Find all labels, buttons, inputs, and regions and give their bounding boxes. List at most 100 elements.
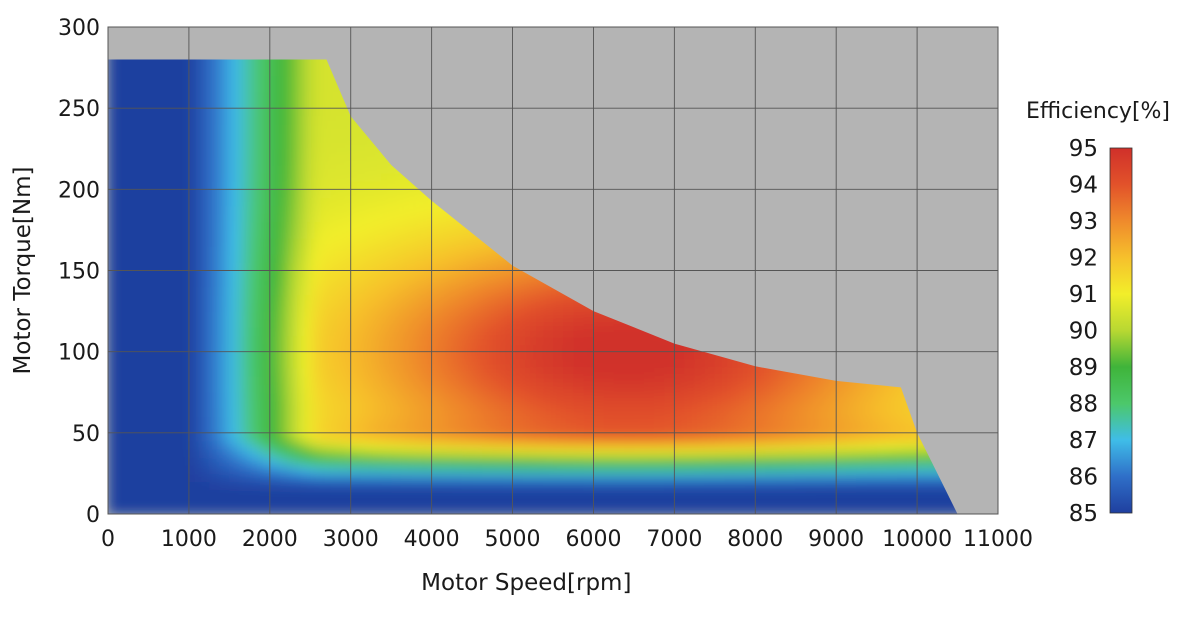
heatmap-cell: [340, 181, 352, 190]
heatmap-cell: [330, 140, 342, 150]
heatmap-cell: [907, 424, 918, 434]
heatmap-cell: [664, 351, 675, 361]
heatmap-cell: [795, 424, 807, 434]
heatmap-cell: [118, 505, 129, 514]
heatmap-cell: [229, 124, 241, 134]
heatmap-cell: [168, 165, 180, 174]
heatmap-cell: [482, 262, 493, 272]
heatmap-cell: [300, 286, 311, 296]
heatmap-cell: [381, 408, 392, 418]
heatmap-cell: [795, 384, 807, 393]
heatmap-cell: [472, 376, 483, 385]
heatmap-cell: [573, 327, 584, 336]
heatmap-cell: [411, 335, 423, 345]
heatmap-cell: [138, 246, 149, 255]
heatmap-cell: [371, 213, 382, 223]
heatmap-cell: [826, 408, 837, 418]
heatmap-cell: [279, 116, 291, 125]
heatmap-cell: [148, 221, 160, 231]
heatmap-cell: [290, 440, 301, 450]
heatmap-cell: [108, 351, 119, 361]
heatmap-cell: [381, 343, 392, 353]
heatmap-cell: [118, 254, 129, 263]
heatmap-cell: [199, 229, 210, 239]
heatmap-cell: [371, 254, 382, 263]
heatmap-cell: [745, 400, 756, 410]
heatmap-cell: [502, 432, 514, 442]
heatmap-cell: [522, 319, 534, 328]
heatmap-cell: [188, 59, 200, 69]
heatmap-cell: [846, 497, 857, 507]
heatmap-cell: [927, 473, 938, 483]
heatmap-cell: [249, 489, 261, 499]
heatmap-cell: [724, 505, 736, 514]
heatmap-cell: [664, 481, 675, 491]
heatmap-cell: [259, 148, 271, 158]
heatmap-cell: [290, 59, 301, 61]
heatmap-cell: [279, 59, 291, 61]
heatmap-cell: [128, 473, 139, 483]
heatmap-cell: [229, 294, 241, 304]
heatmap-cell: [290, 505, 301, 514]
heatmap-cell: [512, 481, 524, 491]
heatmap-cell: [290, 457, 301, 466]
heatmap-cell: [381, 319, 392, 328]
heatmap-cell: [239, 489, 251, 499]
heatmap-cell: [330, 100, 342, 109]
heatmap-cell: [431, 465, 443, 474]
heatmap-cell: [654, 481, 665, 491]
heatmap-cell: [320, 489, 332, 499]
heatmap-cell: [118, 294, 129, 304]
heatmap-cell: [229, 457, 241, 466]
heatmap-cell: [350, 473, 362, 483]
heatmap-cell: [249, 246, 261, 255]
heatmap-cell: [148, 376, 160, 385]
heatmap-cell: [290, 108, 301, 117]
heatmap-cell: [138, 278, 149, 288]
heatmap-cell: [482, 489, 493, 499]
heatmap-cell: [360, 489, 372, 499]
heatmap-cell: [593, 351, 605, 361]
heatmap-cell: [917, 473, 928, 483]
heatmap-cell: [158, 173, 170, 182]
heatmap-cell: [391, 278, 402, 288]
heatmap-cell: [937, 489, 948, 499]
heatmap-cell: [279, 140, 291, 150]
heatmap-cell: [462, 457, 473, 466]
heatmap-cell: [502, 400, 514, 410]
heatmap-cell: [421, 343, 433, 353]
heatmap-cell: [188, 221, 200, 231]
heatmap-cell: [269, 205, 281, 215]
heatmap-cell: [421, 416, 433, 426]
heatmap-cell: [644, 457, 655, 466]
heatmap-cell: [209, 424, 220, 434]
heatmap-cell: [229, 156, 241, 166]
heatmap-cell: [563, 489, 574, 499]
heatmap-cell: [178, 489, 190, 499]
heatmap-cell: [279, 376, 291, 385]
heatmap-cell: [320, 108, 332, 117]
heatmap-cell: [239, 408, 251, 418]
heatmap-cell: [765, 440, 777, 450]
heatmap-cell: [259, 246, 271, 255]
heatmap-cell: [269, 221, 281, 231]
heatmap-cell: [755, 473, 766, 483]
heatmap-cell: [300, 148, 311, 158]
heatmap-cell: [188, 465, 200, 474]
heatmap-cell: [411, 221, 423, 231]
heatmap-cell: [644, 367, 655, 377]
heatmap-cell: [290, 278, 301, 288]
heatmap-cell: [320, 343, 332, 353]
heatmap-cell: [421, 213, 433, 223]
heatmap-cell: [219, 335, 230, 345]
heatmap-cell: [108, 148, 119, 158]
heatmap-cell: [371, 286, 382, 296]
heatmap-cell: [401, 497, 412, 507]
heatmap-cell: [188, 91, 200, 101]
heatmap-cell: [178, 75, 190, 85]
heatmap-cell: [371, 440, 382, 450]
heatmap-cell: [563, 457, 574, 466]
heatmap-cell: [644, 432, 655, 442]
heatmap-cell: [674, 432, 686, 442]
heatmap-cell: [118, 440, 129, 450]
